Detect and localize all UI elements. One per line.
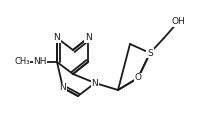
Text: N: N — [54, 33, 60, 42]
Text: N: N — [85, 33, 91, 42]
Text: N: N — [60, 84, 66, 92]
Text: O: O — [135, 73, 141, 83]
Text: S: S — [147, 49, 153, 58]
Text: N: N — [92, 78, 98, 87]
Text: NH: NH — [33, 58, 47, 67]
Text: CH₃: CH₃ — [14, 58, 30, 67]
Text: OH: OH — [171, 18, 185, 27]
